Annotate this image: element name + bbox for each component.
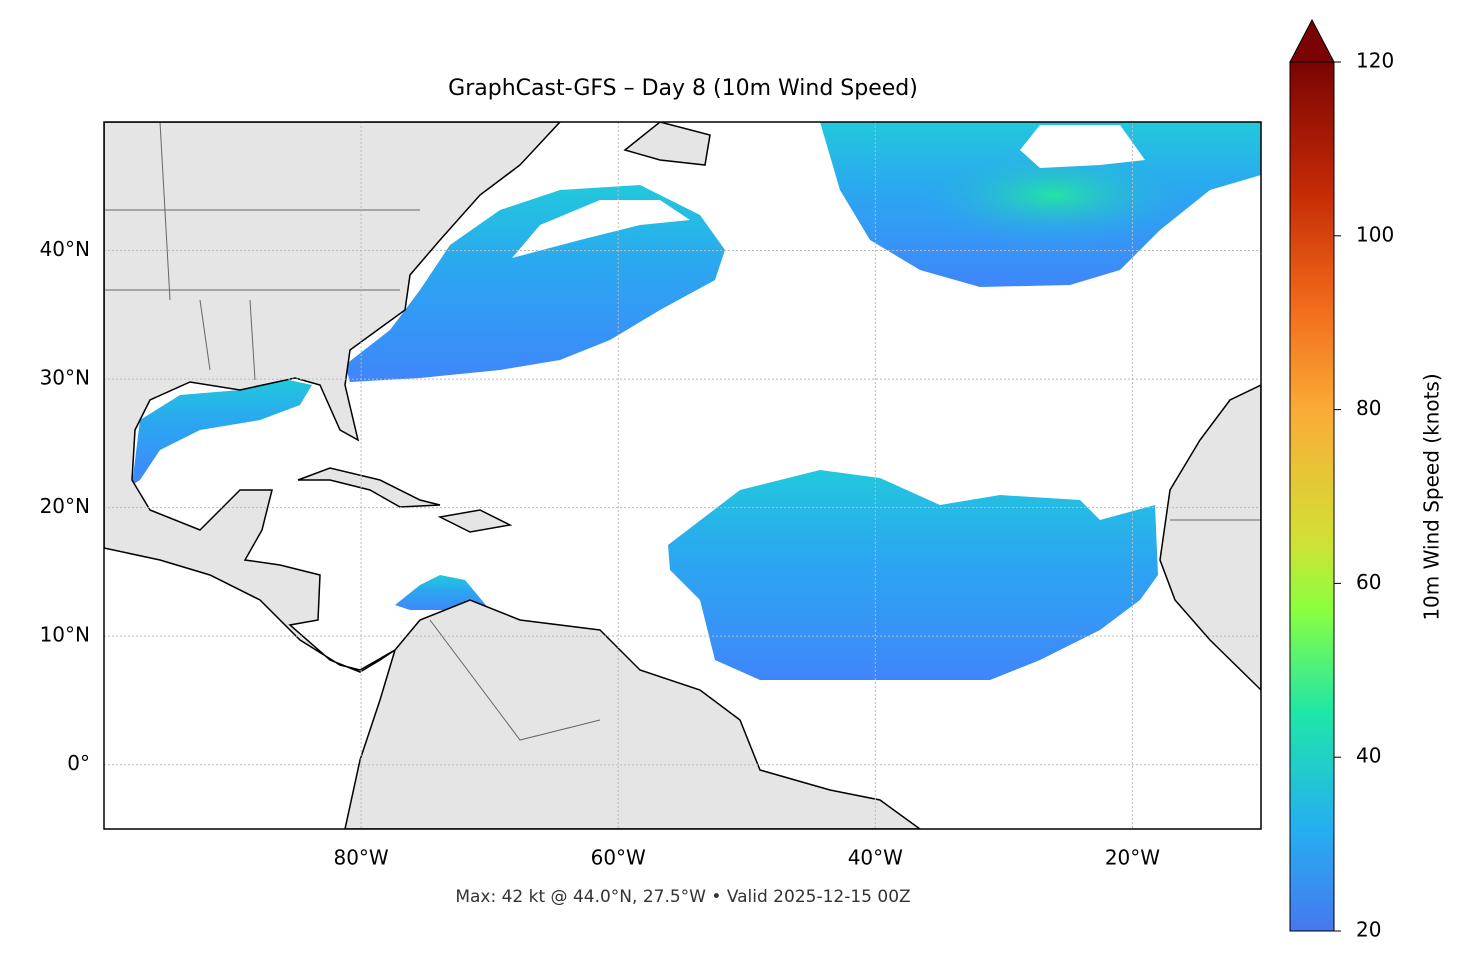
colorbar [1289, 61, 1335, 932]
y-tick-label: 30°N [40, 366, 90, 390]
calm-area [512, 200, 690, 258]
wind-area [668, 470, 1158, 680]
land [344, 599, 922, 829]
land [1159, 384, 1261, 692]
wind-area [132, 378, 312, 485]
colorbar-tick-label: 40 [1356, 744, 1381, 768]
land [297, 467, 441, 508]
calm-area [1020, 125, 1145, 168]
wind-area [345, 185, 725, 382]
colorbar-tick-label: 60 [1356, 570, 1381, 594]
y-tick-label: 0° [67, 751, 90, 775]
x-tick-label: 20°W [1105, 846, 1160, 870]
colorbar-label: 10m Wind Speed (knots) [1420, 373, 1444, 620]
y-tick-label: 10°N [40, 623, 90, 647]
land [437, 509, 513, 533]
colorbar-tick-label: 120 [1356, 49, 1394, 73]
x-tick-label: 60°W [591, 846, 646, 870]
map [104, 122, 1261, 829]
wind-core [900, 150, 1180, 250]
x-tick-label: 40°W [848, 846, 903, 870]
y-tick-label: 20°N [40, 494, 90, 518]
chart-title: GraphCast-GFS – Day 8 (10m Wind Speed) [448, 76, 918, 101]
land [104, 122, 562, 673]
land [623, 122, 711, 166]
subtitle: Max: 42 kt @ 44.0°N, 27.5°W • Valid 2025… [455, 887, 910, 907]
colorbar-tick-label: 100 [1356, 222, 1394, 246]
border [104, 122, 1261, 741]
frame [103, 121, 1262, 830]
grid [104, 122, 1261, 829]
colorbar-tick-label: 20 [1356, 918, 1381, 942]
y-tick-label: 40°N [40, 237, 90, 261]
colorbar-tick-label: 80 [1356, 396, 1381, 420]
colorbar-extend [1289, 18, 1335, 63]
x-tick-label: 80°W [333, 846, 388, 870]
